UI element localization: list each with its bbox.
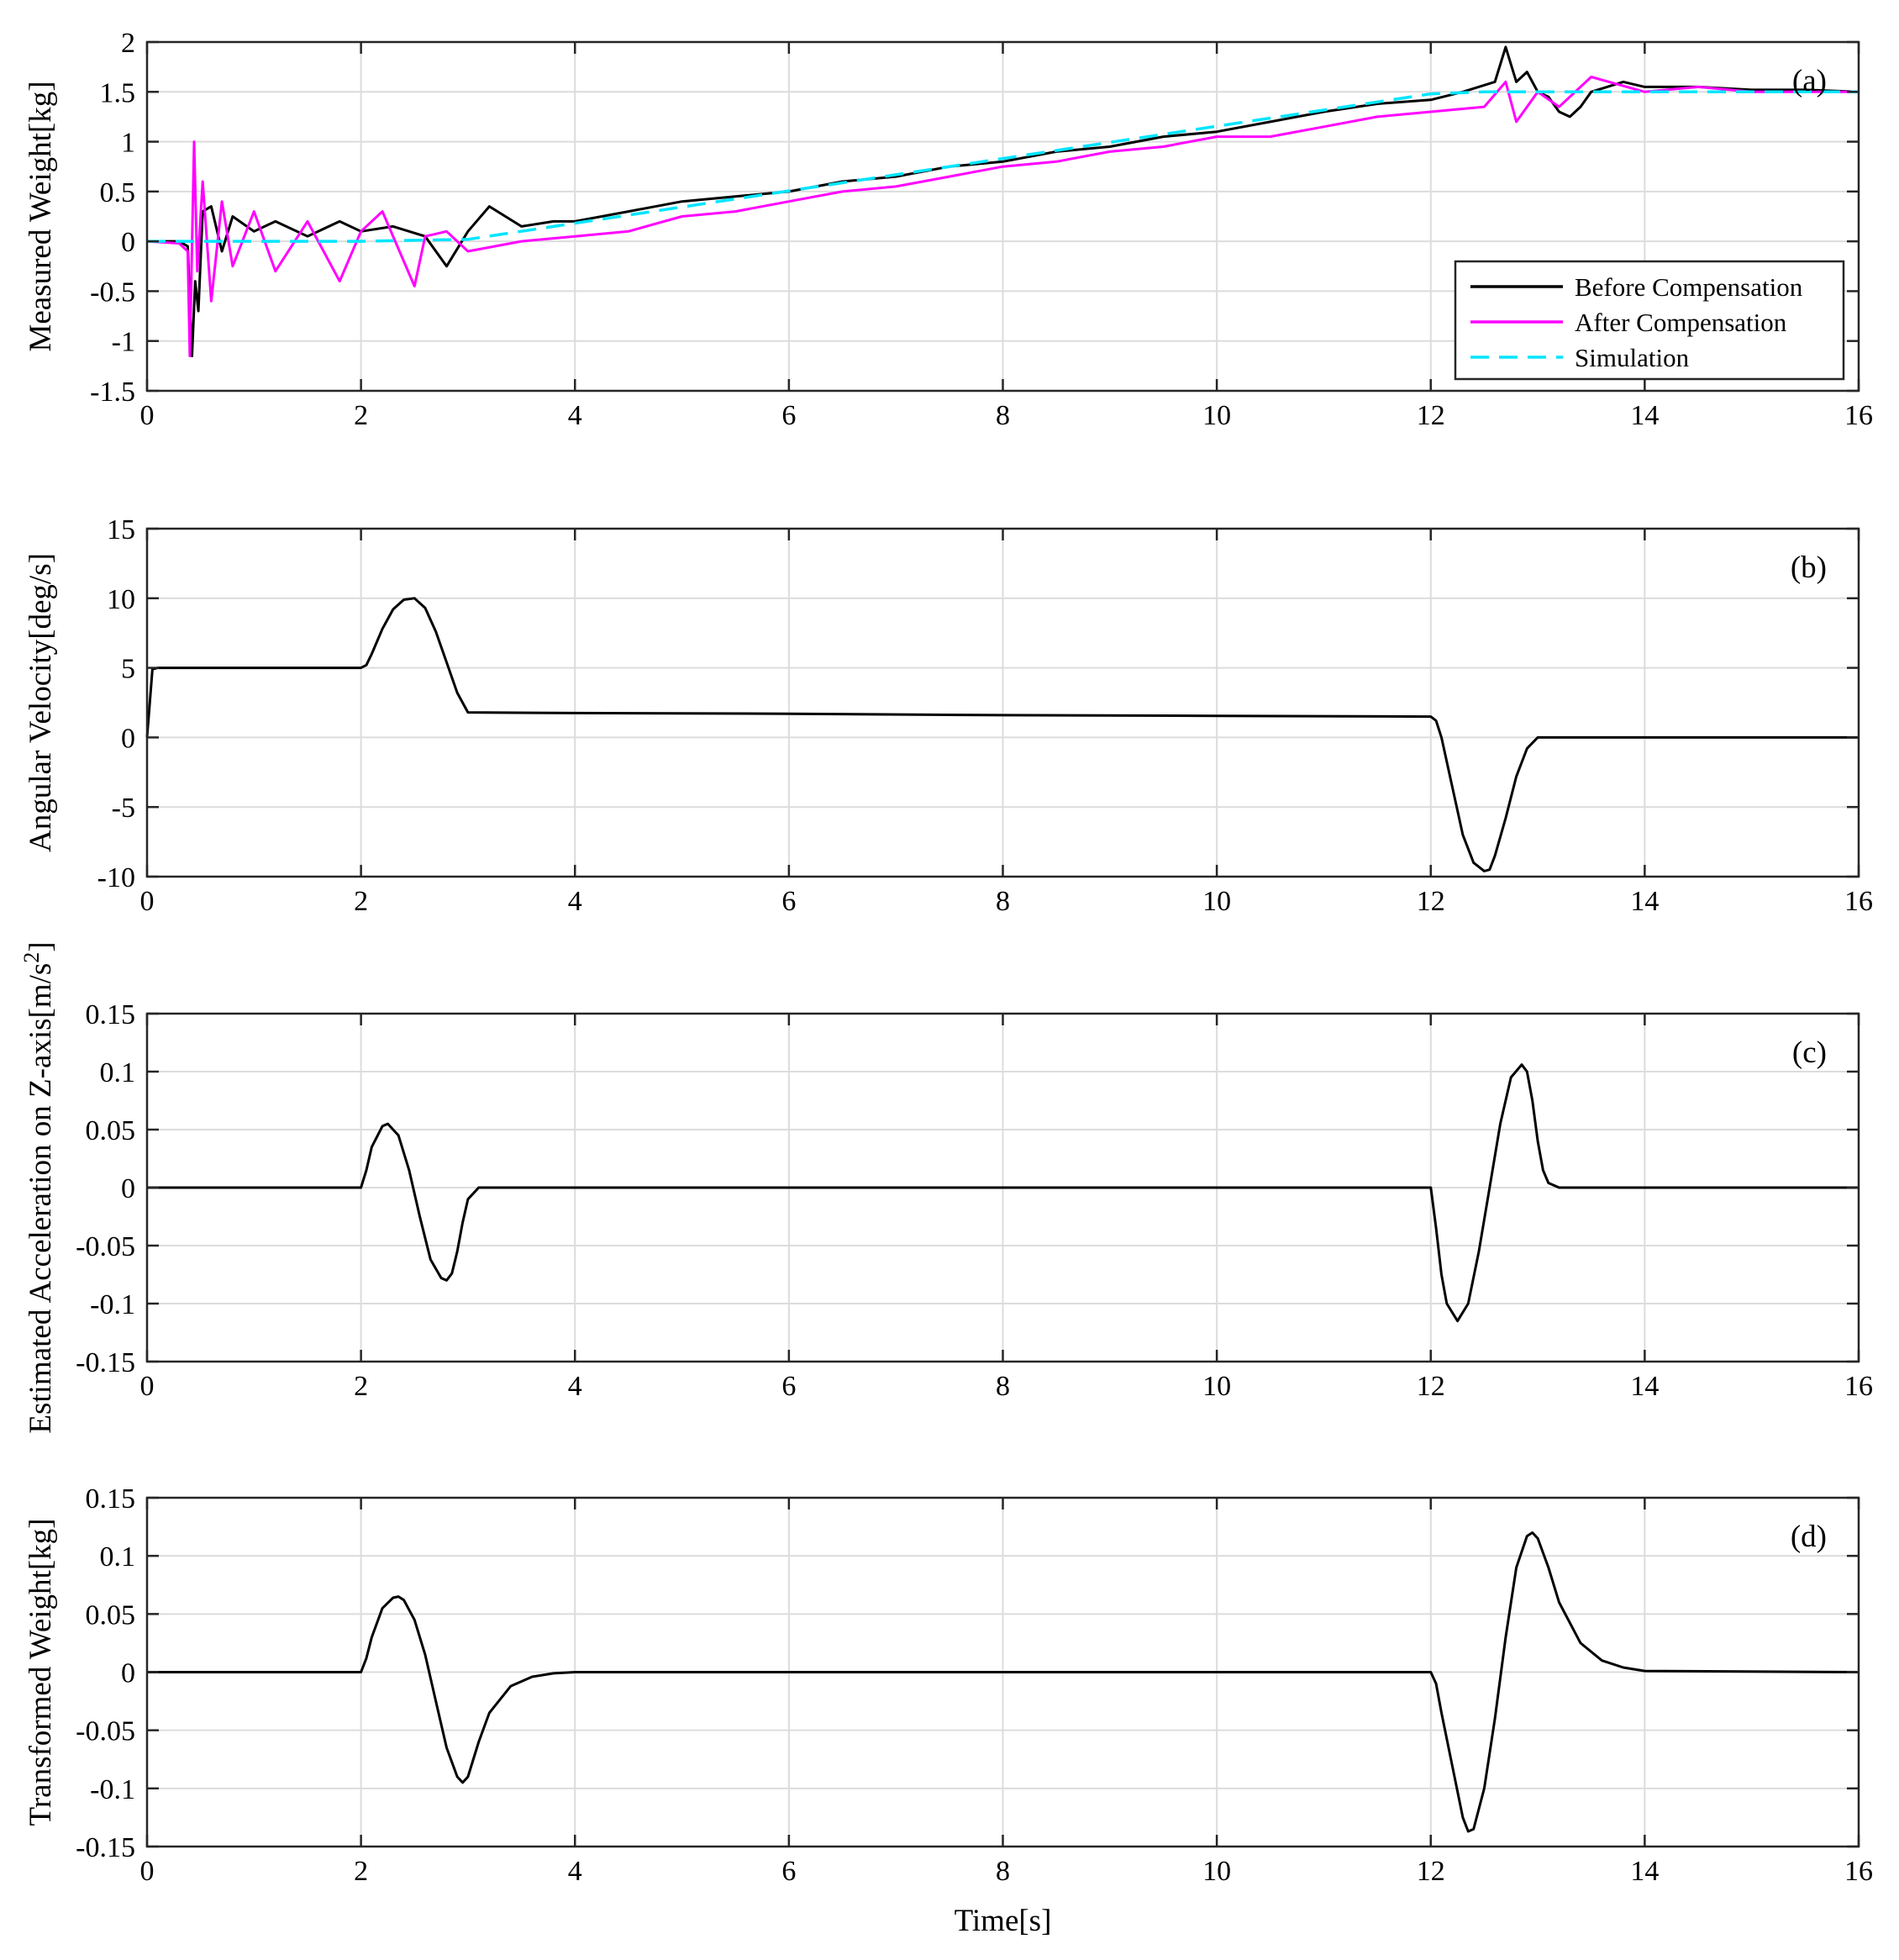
- x-tick-label: 10: [1202, 1371, 1231, 1402]
- y-axis-label: Estimated Acceleration on Z-axis[m/s2]: [19, 941, 58, 1433]
- x-tick-label: 12: [1417, 886, 1445, 917]
- y-tick-label: -0.1: [90, 1289, 135, 1320]
- y-axis-label: Measured Weight[kg]: [24, 81, 58, 351]
- x-tick-label: 0: [140, 886, 155, 917]
- x-tick-label: 2: [354, 886, 368, 917]
- y-tick-label: 0: [121, 1173, 135, 1204]
- y-tick-label: 15: [107, 514, 135, 545]
- x-tick-label: 16: [1844, 1856, 1873, 1887]
- x-tick-label: 16: [1844, 886, 1873, 917]
- y-tick-label: 10: [107, 584, 135, 615]
- x-tick-label: 14: [1630, 1371, 1659, 1402]
- x-tick-label: 2: [354, 1856, 368, 1887]
- panel-label: (c): [1792, 1035, 1827, 1070]
- x-tick-label: 10: [1202, 400, 1231, 431]
- panel-label: (a): [1792, 64, 1827, 98]
- x-tick-label: 8: [996, 1856, 1010, 1887]
- x-tick-label: 16: [1844, 400, 1873, 431]
- y-tick-label: 0.15: [86, 1483, 136, 1515]
- series-line-1: [147, 1531, 1860, 1833]
- x-tick-label: 10: [1202, 1856, 1231, 1887]
- legend: Before Compensation After Compensation Sim…: [1454, 260, 1845, 381]
- legend-box: [1454, 260, 1845, 381]
- x-tick-label: 4: [568, 886, 582, 917]
- x-tick-label: 6: [781, 400, 796, 431]
- panel-label: (b): [1791, 551, 1827, 585]
- y-axis-label: Angular Velocity[deg/s]: [24, 553, 58, 852]
- x-tick-label: 8: [996, 886, 1010, 917]
- legend-entry: Before Compensation: [1575, 272, 1803, 302]
- y-tick-label: -0.1: [90, 1774, 135, 1805]
- x-tick-label: 0: [140, 400, 155, 431]
- y-tick-label: -10: [97, 862, 135, 893]
- x-axis-label: Time[s]: [955, 1904, 1052, 1938]
- x-tick-label: 4: [568, 1371, 582, 1402]
- x-tick-label: 14: [1630, 400, 1659, 431]
- x-tick-label: 0: [140, 1371, 155, 1402]
- x-tick-label: 10: [1202, 886, 1231, 917]
- x-tick-label: 12: [1417, 400, 1445, 431]
- y-tick-label: -0.5: [90, 277, 135, 308]
- y-tick-label: 2: [121, 28, 135, 59]
- y-tick-label: -5: [112, 793, 135, 824]
- panel-c: 0 2 4 6 8 10 12 14 16 -0.15 -0.1 -0.05 0 0.05 0.1 0.15 (…: [19, 941, 1873, 1433]
- y-tick-label: -0.15: [76, 1832, 135, 1863]
- x-tick-label: 2: [354, 1371, 368, 1402]
- y-tick-label: -0.05: [76, 1231, 135, 1262]
- y-tick-label: 0: [121, 227, 135, 258]
- y-tick-label: 0.15: [86, 999, 136, 1030]
- y-axis-label: Transformed Weight[kg]: [24, 1519, 58, 1826]
- legend-entry: Simulation: [1575, 343, 1690, 372]
- y-tick-label: -1.5: [90, 377, 135, 408]
- y-tick-label: 1.5: [100, 77, 136, 108]
- x-tick-label: 2: [354, 400, 368, 431]
- x-tick-label: 4: [568, 1856, 582, 1887]
- y-tick-label: -0.05: [76, 1716, 135, 1747]
- panel-label: (d): [1791, 1520, 1827, 1554]
- x-tick-label: 6: [781, 1371, 796, 1402]
- x-tick-label: 14: [1630, 886, 1659, 917]
- y-tick-label: 0.05: [86, 1115, 136, 1146]
- x-tick-label: 12: [1417, 1856, 1445, 1887]
- x-tick-label: 0: [140, 1856, 155, 1887]
- x-tick-label: 14: [1630, 1856, 1659, 1887]
- y-tick-label: -1: [112, 327, 135, 358]
- series-line-1: [145, 597, 1859, 872]
- x-tick-label: 6: [781, 886, 796, 917]
- y-tick-label: 0.05: [86, 1599, 136, 1631]
- panel-b: 0 2 4 6 8 10 12 14 16 -10 -5 0 5 10 15 (b) Angular Veloc…: [24, 514, 1873, 917]
- y-tick-label: -0.15: [76, 1347, 135, 1378]
- y-tick-label: 5: [121, 654, 135, 685]
- x-tick-label: 6: [781, 1856, 796, 1887]
- x-tick-label: 16: [1844, 1371, 1873, 1402]
- y-tick-label: 0.1: [100, 1541, 136, 1573]
- series-line-1: [147, 1063, 1859, 1323]
- x-tick-label: 8: [996, 400, 1010, 431]
- y-tick-label: 1: [121, 128, 135, 159]
- x-tick-label: 8: [996, 1371, 1010, 1402]
- series-line-simulation: [147, 90, 1859, 243]
- legend-entry: After Compensation: [1575, 308, 1787, 337]
- x-tick-label: 12: [1417, 1371, 1445, 1402]
- y-tick-label: 0.5: [100, 177, 136, 208]
- y-tick-label: 0: [121, 723, 135, 754]
- y-tick-label: 0.1: [100, 1057, 136, 1088]
- panel-d: 0 2 4 6 8 10 12 14 16 -0.15 -0.1 -0.05 0 0.05 0.1 0.15 (…: [24, 1483, 1873, 1938]
- series-line-after-compensation: [146, 76, 1859, 357]
- x-tick-label: 4: [568, 400, 582, 431]
- y-tick-label: 0: [121, 1658, 135, 1689]
- panel-a: 0 2 4 6 8 10 12 14 16 -1.5 -1 -0.5 0 0.5 1 1.5 2 (a) Measu…: [24, 28, 1873, 431]
